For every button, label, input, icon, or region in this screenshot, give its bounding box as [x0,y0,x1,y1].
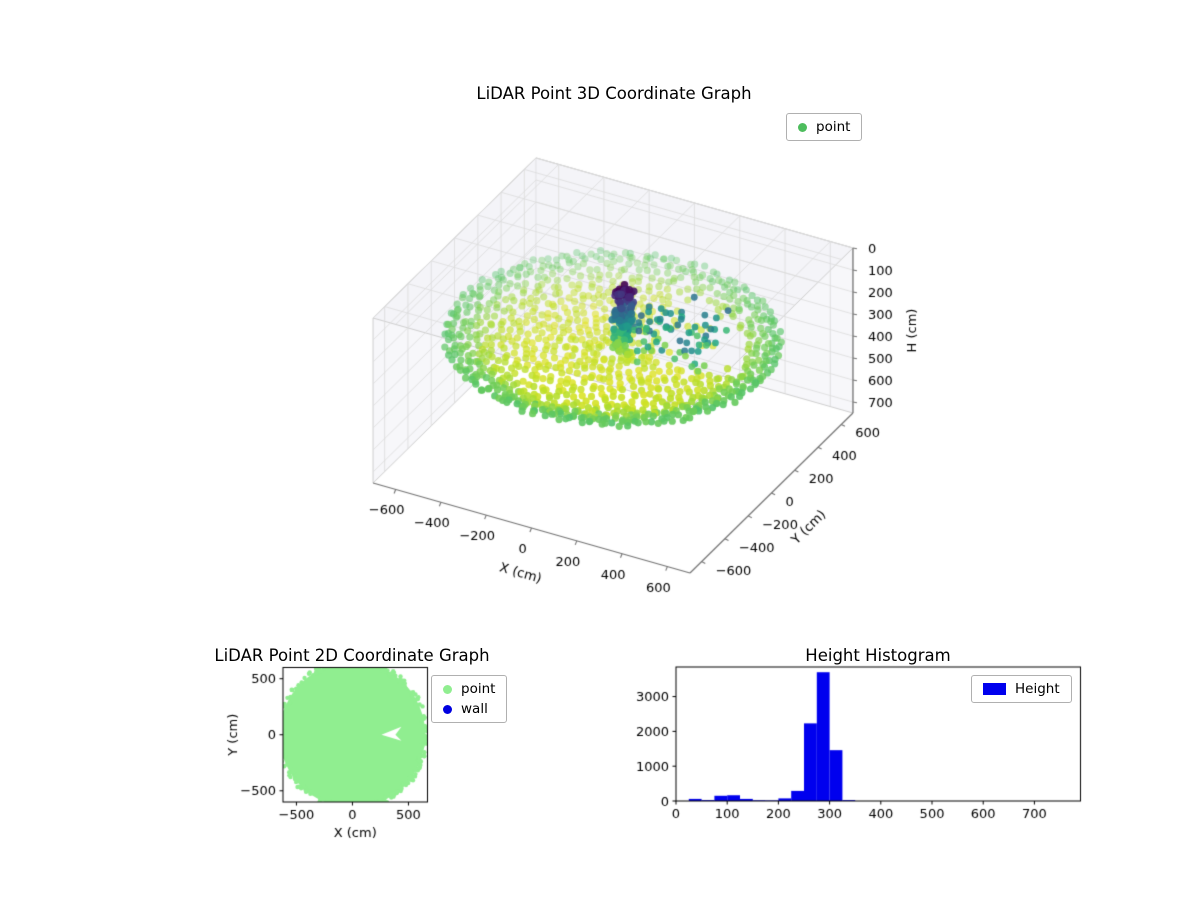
legend-item-height: Height [983,681,1060,697]
legend-label-point-2d: point [461,681,496,697]
legend-label-wall-2d: wall [461,701,488,717]
legend-label-height: Height [1015,681,1060,697]
wall-marker-icon [443,704,452,714]
plot3d-legend: point [786,113,863,141]
legend-item-point-2d: point [443,681,495,697]
legend-label-point-3d: point [816,119,851,135]
point-marker-icon [798,122,807,132]
plot2d-title: LiDAR Point 2D Coordinate Graph [214,646,490,665]
height-patch-icon [983,683,1006,695]
point-marker-icon [443,684,452,694]
legend-item-point-3d: point [798,119,850,135]
histogram-legend: Height [971,675,1072,703]
plot2d-legend: point wall [431,675,508,723]
histogram-title: Height Histogram [805,646,951,665]
legend-item-wall-2d: wall [443,701,495,717]
plot3d-title: LiDAR Point 3D Coordinate Graph [476,84,752,103]
